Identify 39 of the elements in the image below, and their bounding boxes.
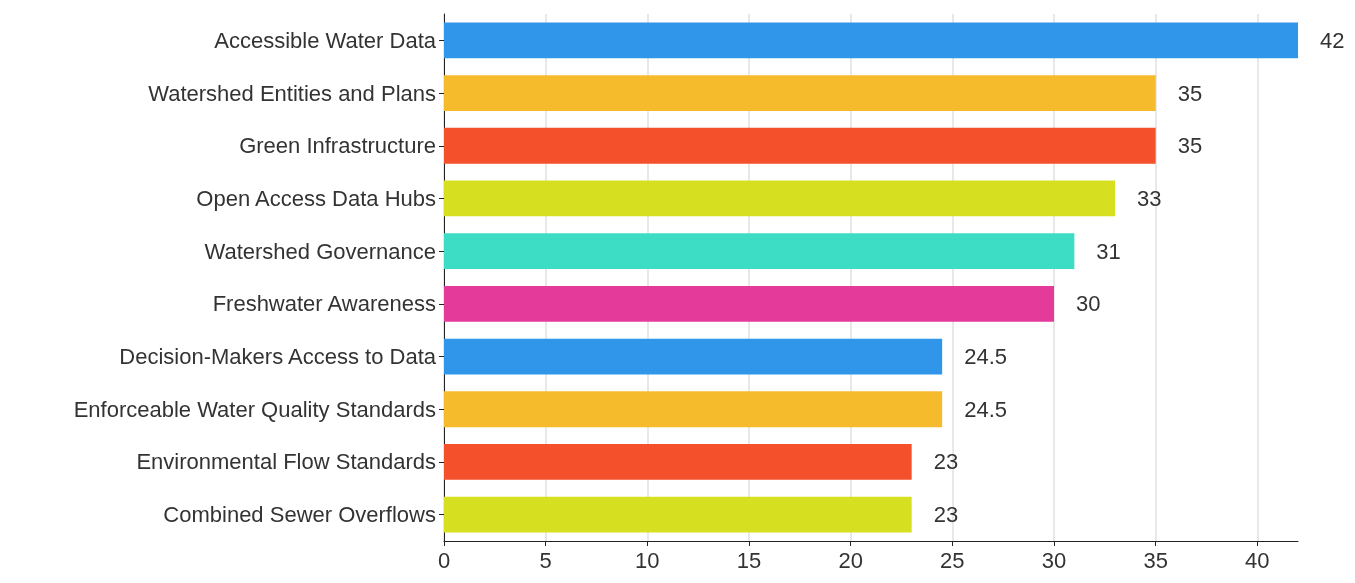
x-tick-label: 5 (539, 547, 552, 573)
x-tick-label: 20 (838, 547, 863, 573)
data-label: 23 (933, 449, 959, 475)
bar (444, 444, 912, 480)
y-tick-label: Watershed Governance (204, 238, 436, 264)
y-tick-label: Environmental Flow Standards (136, 449, 436, 475)
bar (444, 338, 943, 375)
y-tick-label: Accessible Water Data (214, 27, 437, 53)
x-tick-label: 40 (1245, 547, 1270, 573)
y-tick-label: Decision-Makers Access to Data (119, 344, 437, 370)
bar (444, 75, 1156, 111)
data-label: 35 (1177, 80, 1203, 106)
x-tick-label: 0 (437, 547, 451, 573)
data-label: 42 (1320, 27, 1345, 53)
x-tick-label: 30 (1041, 547, 1067, 573)
y-tick-label: Combined Sewer Overflows (163, 502, 436, 528)
data-label: 35 (1177, 133, 1203, 159)
data-label: 30 (1076, 291, 1101, 317)
bar (444, 496, 912, 533)
bar (444, 233, 1075, 270)
bar (444, 391, 943, 428)
data-label: 23 (933, 502, 959, 528)
data-label: 24.5 (964, 344, 1007, 370)
y-tick-label: Open Access Data Hubs (196, 185, 436, 211)
y-tick-label: Watershed Entities and Plans (148, 80, 436, 106)
data-label: 31 (1096, 238, 1121, 264)
y-tick-label: Green Infrastructure (239, 133, 436, 159)
data-label: 33 (1137, 185, 1162, 211)
y-tick-label: Freshwater Awareness (212, 291, 436, 317)
x-tick-label: 25 (940, 547, 965, 573)
bar (444, 180, 1115, 217)
y-tick-label: Enforceable Water Quality Standards (73, 396, 436, 422)
bar (444, 285, 1054, 322)
x-tick-label: 15 (736, 547, 762, 573)
data-label: 24.5 (964, 396, 1007, 422)
bar (444, 127, 1156, 164)
bar (444, 22, 1298, 59)
x-tick-label: 10 (635, 547, 660, 573)
x-tick-label: 35 (1143, 547, 1168, 573)
